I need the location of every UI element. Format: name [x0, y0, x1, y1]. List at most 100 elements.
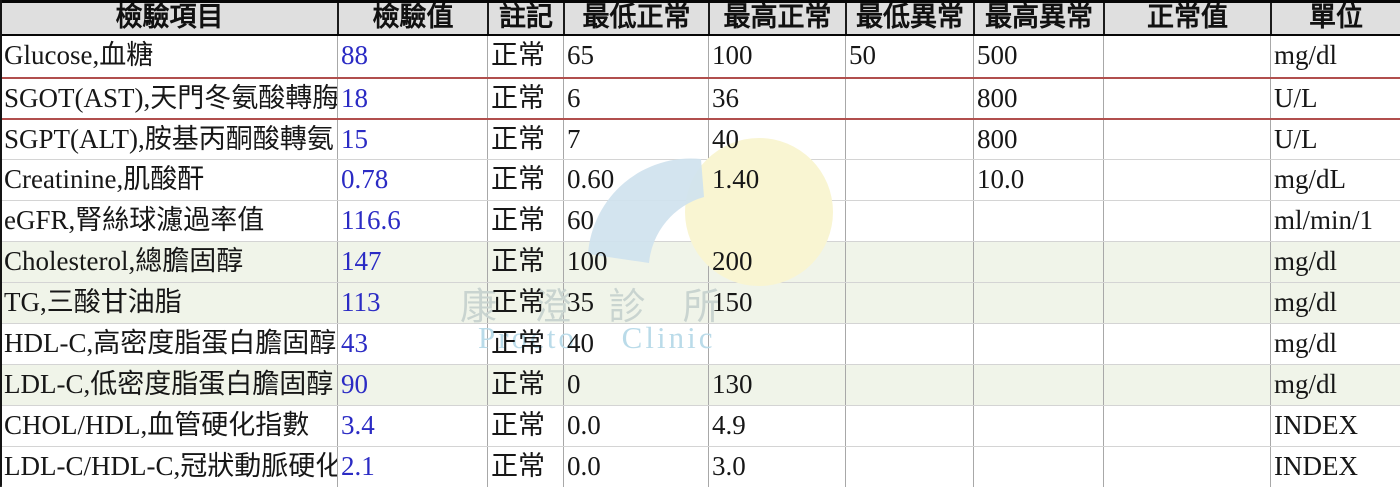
- cell-text: Glucose,血糖: [4, 40, 154, 70]
- cell-item: eGFR,腎絲球濾過率值: [2, 201, 337, 241]
- cell-normal_value: [1103, 324, 1270, 364]
- cell-note: 正常: [487, 79, 563, 118]
- cell-text: 正常: [491, 451, 545, 481]
- cell-text: CHOL/HDL,血管硬化指數: [4, 410, 310, 440]
- cell-unit: ml/min/1: [1270, 201, 1400, 241]
- cell-text: eGFR,腎絲球濾過率值: [4, 205, 265, 235]
- cell-text: 200: [712, 246, 753, 276]
- cell-item: Glucose,血糖: [2, 36, 337, 77]
- cell-unit: U/L: [1270, 79, 1400, 118]
- cell-text: 正常: [491, 164, 545, 194]
- cell-value: 0.78: [337, 160, 487, 200]
- cell-min_normal: 6: [563, 79, 708, 118]
- cell-text: 正常: [491, 246, 545, 276]
- cell-max_normal: 100: [708, 36, 845, 77]
- cell-item: Creatinine,肌酸酐: [2, 160, 337, 200]
- cell-text: 800: [977, 124, 1018, 154]
- cell-max_normal: 36: [708, 79, 845, 118]
- cell-text: 3.4: [341, 410, 375, 440]
- cell-min_normal: 40: [563, 324, 708, 364]
- cell-min_normal: 0.0: [563, 447, 708, 487]
- cell-text: INDEX: [1274, 451, 1358, 481]
- cell-text: 36: [712, 83, 739, 113]
- table-row[interactable]: Glucose,血糖 88 正常 65 100 50 500 mg/dl: [2, 36, 1400, 77]
- table-row[interactable]: SGOT(AST),天門冬氨酸轉脢 18 正常 6 36 800 U/L: [2, 77, 1400, 118]
- column-header-value: 檢驗值: [337, 3, 487, 34]
- cell-item: CHOL/HDL,血管硬化指數: [2, 406, 337, 446]
- cell-note: 正常: [487, 201, 563, 241]
- cell-text: U/L: [1274, 124, 1318, 154]
- cell-max_abnormal: 800: [973, 79, 1103, 118]
- cell-min_abnormal: [845, 406, 973, 446]
- cell-unit: mg/dl: [1270, 242, 1400, 282]
- cell-item: LDL-C/HDL-C,冠狀動脈硬化: [2, 447, 337, 487]
- cell-value: 3.4: [337, 406, 487, 446]
- cell-min_abnormal: [845, 120, 973, 159]
- table-row[interactable]: eGFR,腎絲球濾過率值 116.6 正常 60 ml/min/1: [2, 200, 1400, 241]
- cell-unit: U/L: [1270, 120, 1400, 159]
- cell-text: 0.78: [341, 164, 389, 194]
- cell-text: Creatinine,肌酸酐: [4, 164, 205, 194]
- cell-text: 7: [567, 124, 581, 154]
- column-header-min_normal: 最低正常: [563, 3, 708, 34]
- cell-text: 4.9: [712, 410, 746, 440]
- table-row[interactable]: LDL-C/HDL-C,冠狀動脈硬化 2.1 正常 0.0 3.0 INDEX: [2, 446, 1400, 487]
- cell-text: ml/min/1: [1274, 205, 1374, 235]
- cell-normal_value: [1103, 201, 1270, 241]
- cell-item: SGPT(ALT),胺基丙酮酸轉氨: [2, 120, 337, 159]
- table-row[interactable]: TG,三酸甘油脂 113 正常 35 150 mg/dl: [2, 282, 1400, 323]
- cell-max_abnormal: 800: [973, 120, 1103, 159]
- cell-text: LDL-C/HDL-C,冠狀動脈硬化: [4, 451, 337, 481]
- cell-unit: mg/dl: [1270, 365, 1400, 405]
- cell-normal_value: [1103, 365, 1270, 405]
- cell-min_abnormal: [845, 324, 973, 364]
- table-row[interactable]: LDL-C,低密度脂蛋白膽固醇 90 正常 0 130 mg/dl: [2, 364, 1400, 405]
- column-header-normal_value: 正常值: [1103, 3, 1270, 34]
- cell-unit: INDEX: [1270, 406, 1400, 446]
- cell-text: TG,三酸甘油脂: [4, 287, 182, 317]
- cell-text: 2.1: [341, 451, 375, 481]
- cell-min_abnormal: [845, 365, 973, 405]
- cell-text: 18: [341, 83, 368, 113]
- cell-min_normal: 7: [563, 120, 708, 159]
- cell-text: U/L: [1274, 83, 1318, 113]
- cell-text: 147: [341, 246, 382, 276]
- cell-text: 正常: [491, 124, 545, 154]
- cell-value: 43: [337, 324, 487, 364]
- cell-item: HDL-C,高密度脂蛋白膽固醇: [2, 324, 337, 364]
- cell-text: 正常: [491, 287, 545, 317]
- table-row[interactable]: SGPT(ALT),胺基丙酮酸轉氨 15 正常 7 40 800 U/L: [2, 118, 1400, 159]
- cell-text: 116.6: [341, 205, 401, 235]
- cell-text: mg/dl: [1274, 369, 1338, 399]
- cell-max_normal: 130: [708, 365, 845, 405]
- cell-max_abnormal: [973, 242, 1103, 282]
- cell-max_normal: [708, 201, 845, 241]
- cell-max_normal: 200: [708, 242, 845, 282]
- cell-note: 正常: [487, 447, 563, 487]
- table-row[interactable]: CHOL/HDL,血管硬化指數 3.4 正常 0.0 4.9 INDEX: [2, 405, 1400, 446]
- table-row[interactable]: Cholesterol,總膽固醇 147 正常 100 200 mg/dl: [2, 241, 1400, 282]
- cell-unit: mg/dl: [1270, 36, 1400, 77]
- column-header-max_normal: 最高正常: [708, 3, 845, 34]
- cell-max_abnormal: 500: [973, 36, 1103, 77]
- cell-text: 100: [712, 40, 753, 70]
- cell-item: TG,三酸甘油脂: [2, 283, 337, 323]
- cell-text: 15: [341, 124, 368, 154]
- cell-normal_value: [1103, 120, 1270, 159]
- cell-text: 150: [712, 287, 753, 317]
- table-row[interactable]: Creatinine,肌酸酐 0.78 正常 0.60 1.40 10.0 mg/dL: [2, 159, 1400, 200]
- cell-max_abnormal: [973, 447, 1103, 487]
- cell-value: 90: [337, 365, 487, 405]
- table-row[interactable]: HDL-C,高密度脂蛋白膽固醇 43 正常 40 mg/dl: [2, 323, 1400, 364]
- cell-text: SGPT(ALT),胺基丙酮酸轉氨: [4, 124, 334, 154]
- cell-max_normal: 40: [708, 120, 845, 159]
- cell-text: 0.0: [567, 451, 601, 481]
- column-header-min_abnormal: 最低異常: [845, 3, 973, 34]
- cell-text: 0: [567, 369, 581, 399]
- cell-text: 113: [341, 287, 381, 317]
- cell-note: 正常: [487, 242, 563, 282]
- cell-text: 0.0: [567, 410, 601, 440]
- cell-text: 800: [977, 83, 1018, 113]
- cell-min_normal: 60: [563, 201, 708, 241]
- table-header-row: 檢驗項目 檢驗值 註記 最低正常 最高正常 最低異常 最高異常 正常值 單位: [2, 0, 1400, 36]
